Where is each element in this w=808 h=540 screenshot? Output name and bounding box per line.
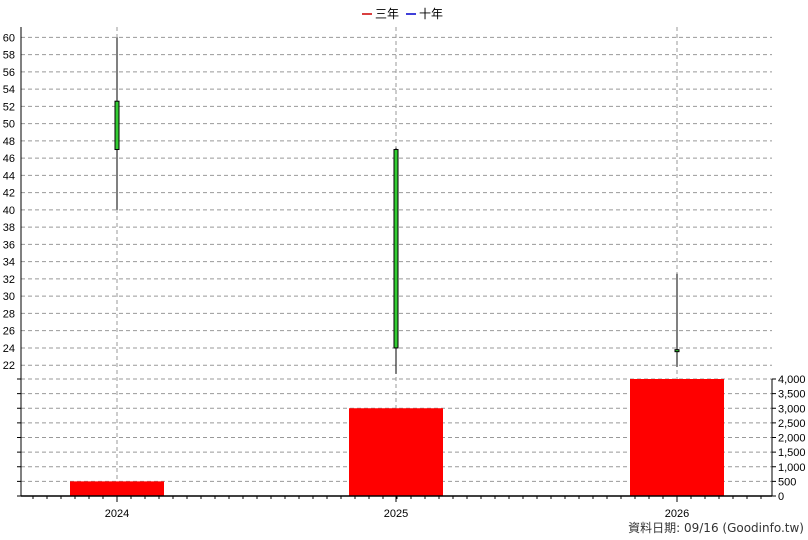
- volume-tick-label: 2,000: [778, 433, 806, 445]
- price-tick-label: 48: [3, 136, 15, 148]
- price-tick-label: 44: [3, 170, 15, 182]
- legend-label-0: 三年: [375, 7, 399, 21]
- price-tick-label: 56: [3, 67, 15, 79]
- price-tick-label: 26: [3, 326, 15, 338]
- price-y-axis: 22 24 26 28 30 32 34 36 38 40 42 44 46 48 50 52 54 56 58 60: [3, 32, 15, 372]
- volume-tick-label: 3,500: [778, 389, 806, 401]
- candle-body-2025: [393, 149, 399, 349]
- volume-tick-label: 3,000: [778, 403, 806, 415]
- x-axis: 2024 2025 2026: [32, 496, 762, 520]
- legend-label-1: 十年: [419, 7, 443, 21]
- volume-tick-label: 0: [778, 491, 784, 503]
- price-tick-label: 32: [3, 274, 15, 286]
- candle-body-2026: [674, 349, 680, 353]
- price-tick-label: 54: [3, 84, 15, 96]
- volume-tick-label: 2,500: [778, 418, 806, 430]
- price-tick-label: 36: [3, 239, 15, 251]
- data-date-footer: 資料日期: 09/16 (Goodinfo.tw): [628, 521, 804, 535]
- price-tick-label: 38: [3, 222, 15, 234]
- volume-tick-label: 4,000: [778, 374, 806, 386]
- price-tick-label: 58: [3, 50, 15, 62]
- price-tick-label: 34: [3, 257, 15, 269]
- volume-bar-2026: [630, 379, 724, 496]
- volume-tick-label: 500: [778, 476, 796, 488]
- price-tick-label: 28: [3, 308, 15, 320]
- volume-y-axis: 0 500 1,000 1,500 2,000 2,500 3,000 3,500 4,000: [17, 374, 806, 503]
- price-tick-label: 42: [3, 188, 15, 200]
- price-tick-label: 50: [3, 119, 15, 131]
- price-tick-label: 30: [3, 291, 15, 303]
- price-tick-label: 22: [3, 360, 15, 372]
- x-tick-label: 2024: [105, 508, 129, 520]
- price-tick-label: 40: [3, 205, 15, 217]
- x-tick-label: 2025: [384, 508, 408, 520]
- volume-bars: [70, 379, 724, 496]
- price-tick-label: 52: [3, 101, 15, 113]
- x-tick-label: 2026: [665, 508, 689, 520]
- price-tick-label: 60: [3, 32, 15, 44]
- volume-tick-label: 1,500: [778, 447, 806, 459]
- price-tick-label: 46: [3, 153, 15, 165]
- plot-frame: [20, 27, 773, 497]
- legend: 三年 十年: [362, 7, 443, 21]
- volume-bar-2025: [349, 408, 443, 496]
- volume-bar-2024: [70, 481, 164, 496]
- price-candles: [114, 37, 680, 374]
- price-tick-label: 24: [3, 343, 15, 355]
- volume-tick-label: 1,000: [778, 462, 806, 474]
- candle-body-2024: [114, 100, 120, 151]
